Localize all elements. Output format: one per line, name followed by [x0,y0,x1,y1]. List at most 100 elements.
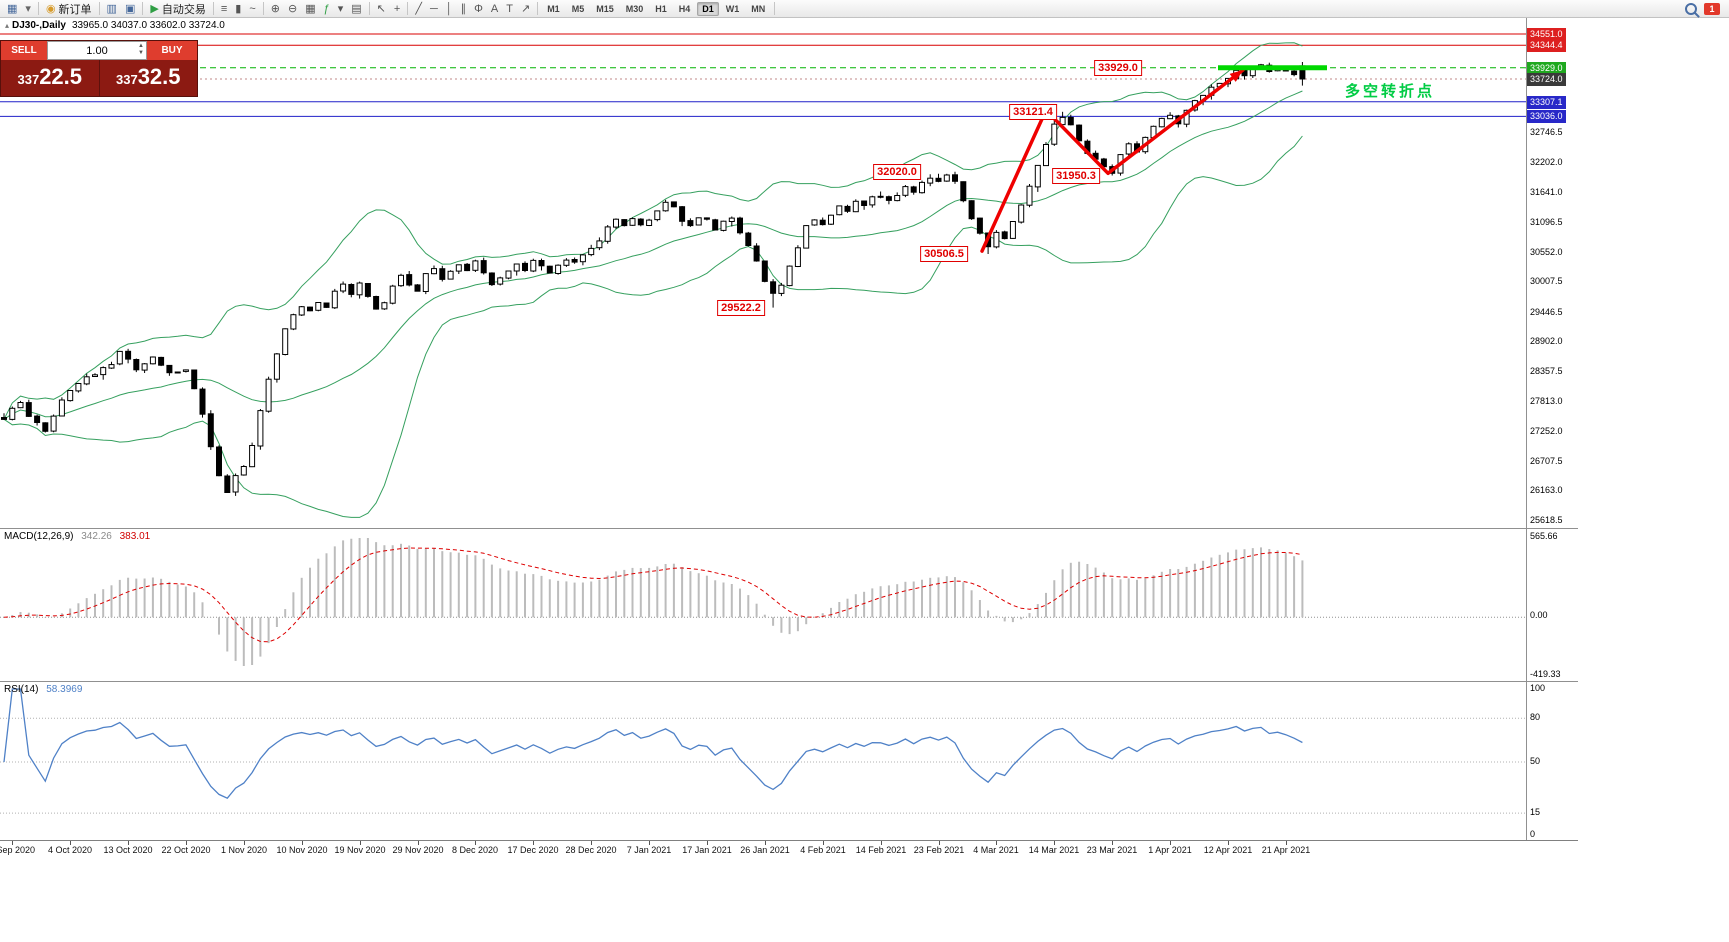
rsi-axis-tick: 0 [1530,829,1536,839]
date-tick [302,841,303,845]
turning-point-note[interactable]: 多空转折点 [1345,83,1436,100]
timeframe-button-m1[interactable]: M1 [547,3,560,14]
price-annotation[interactable]: 33121.4 [1009,103,1057,120]
tile-windows-icon: ▦ [305,2,316,15]
bar-chart-icon[interactable]: ≡ [218,1,230,17]
date-label: 8 Dec 2020 [451,845,499,855]
volume-stepper[interactable]: ▲ ▼ [138,43,144,57]
zoom-out-icon: ⊖ [287,2,298,15]
macd-panel[interactable] [0,528,1578,681]
vertical-line-icon: │ [445,2,453,15]
price-annotation[interactable]: 32020.0 [873,163,921,180]
date-tick [475,841,476,845]
price-annotation[interactable]: 31950.3 [1052,167,1100,184]
rsi-canvas[interactable] [0,682,1526,841]
profiles-dropdown-icon[interactable]: ▾ [22,1,34,17]
timeframe-button-h1[interactable]: H1 [655,3,667,14]
volume-up-icon[interactable]: ▲ [138,43,144,49]
notification-badge[interactable]: 1 [1704,2,1720,15]
toolbar-separator [262,2,264,15]
price-annotation[interactable]: 29522.2 [717,299,765,316]
crosshair-icon[interactable]: + [391,1,403,17]
cursor-icon[interactable]: ↖ [374,1,389,17]
new-chart-icon: ▦ [7,2,18,15]
trend-zigzag[interactable] [980,68,1245,253]
price-axis-label-green: 33929.0 [1527,62,1566,75]
trendline-icon: ╱ [415,2,422,15]
rsi-indicator-label: RSI(14) 58.3969 [4,684,82,695]
price-annotation[interactable]: 30506.5 [920,246,968,262]
symbol-icon: ▴ [5,21,10,30]
periods-dropdown-icon[interactable]: ▾ [335,1,347,17]
toolbar-separator [212,2,214,15]
sell-price-display[interactable]: 337 22.5 [1,60,100,96]
date-tick [128,841,129,845]
fibonacci-icon[interactable]: Φ [471,1,486,17]
timeframe-button-m5[interactable]: M5 [571,3,585,14]
candlestick-chart-icon[interactable]: ▮ [232,1,244,17]
arrows-icon[interactable]: ↗ [518,1,533,17]
templates-icon[interactable]: ▤ [348,1,364,17]
text-icon[interactable]: A [488,1,501,17]
buy-price-display[interactable]: 337 32.5 [100,60,198,96]
horizontal-line-icon[interactable]: ─ [427,1,441,17]
date-label: 23 Feb 2021 [913,845,965,855]
timeframe-button-d1[interactable]: D1 [697,1,719,16]
label-icon[interactable]: T [503,1,516,17]
periods-dropdown-icon: ▾ [337,2,344,15]
indicators-icon[interactable]: ƒ [321,1,333,17]
date-label: 10 Nov 2020 [276,845,328,855]
toolbar-separator [37,2,39,15]
rsi-panel[interactable] [0,681,1578,840]
rsi-axis-tick: 50 [1530,756,1541,766]
arrows-icon: ↗ [520,2,531,15]
timeframe-button-m15[interactable]: M15 [596,3,614,14]
tile-windows-icon[interactable]: ▦ [302,1,318,17]
sell-button[interactable]: SELL [1,41,47,60]
line-chart-icon[interactable]: ~ [246,1,258,17]
price-axis-label-red: 34344.4 [1527,39,1566,52]
crosshair-icon: + [393,2,401,15]
search-icon[interactable] [1685,2,1697,15]
time-axis[interactable] [0,840,1578,861]
macd-main-value: 342.26 [81,531,112,542]
volume-down-icon[interactable]: ▼ [138,50,144,56]
main-chart-canvas[interactable] [0,18,1526,528]
toolbar-right-group: 1 [1685,2,1726,15]
price-axis-label-red: 34551.0 [1527,28,1566,41]
macd-axis-tick: 0.00 [1530,610,1548,620]
main-chart-panel[interactable] [0,18,1526,528]
rsi-name: RSI(14) [4,684,39,695]
date-tick [360,841,361,845]
zoom-in-icon[interactable]: ⊕ [268,1,283,17]
channel-icon[interactable]: ∥ [458,1,470,17]
buy-button[interactable]: BUY [147,41,197,60]
timeframe-button-m30[interactable]: M30 [625,3,644,14]
autotrade-button[interactable]: ▶ 自动交易 [147,1,208,17]
date-label: 21 Apr 2021 [1261,845,1311,855]
trendline-icon[interactable]: ╱ [412,1,425,17]
date-tick [649,841,650,845]
date-label: 26 Jan 2021 [740,845,790,855]
timeframe-button-w1[interactable]: W1 [725,3,740,14]
date-tick [533,841,534,845]
macd-canvas[interactable] [0,529,1526,682]
vertical-line-icon[interactable]: │ [443,1,456,17]
market-watch-icon[interactable]: ▥ [104,1,120,17]
new-order-button[interactable]: ◉ 新订单 [43,1,95,17]
price-axis-tick: 31641.0 [1530,187,1563,197]
zoom-out-icon[interactable]: ⊖ [285,1,300,17]
price-annotation[interactable]: 33929.0 [1094,59,1142,76]
navigator-icon[interactable]: ▣ [122,1,138,17]
volume-input[interactable]: 1.00 ▲ ▼ [47,41,147,60]
buy-price-small: 337 [115,72,138,87]
toolbar-separator [98,2,100,15]
one-click-trading-panel: SELL 1.00 ▲ ▼ BUY 337 22.5 337 32.5 [0,40,198,97]
date-tick [1112,841,1113,845]
bar-chart-icon: ≡ [220,2,228,15]
new-chart-icon[interactable]: ▦ [4,1,20,17]
timeframe-button-h4[interactable]: H4 [678,3,691,14]
price-axis-tick: 27813.0 [1530,396,1563,406]
timeframe-button-mn[interactable]: MN [751,3,766,14]
